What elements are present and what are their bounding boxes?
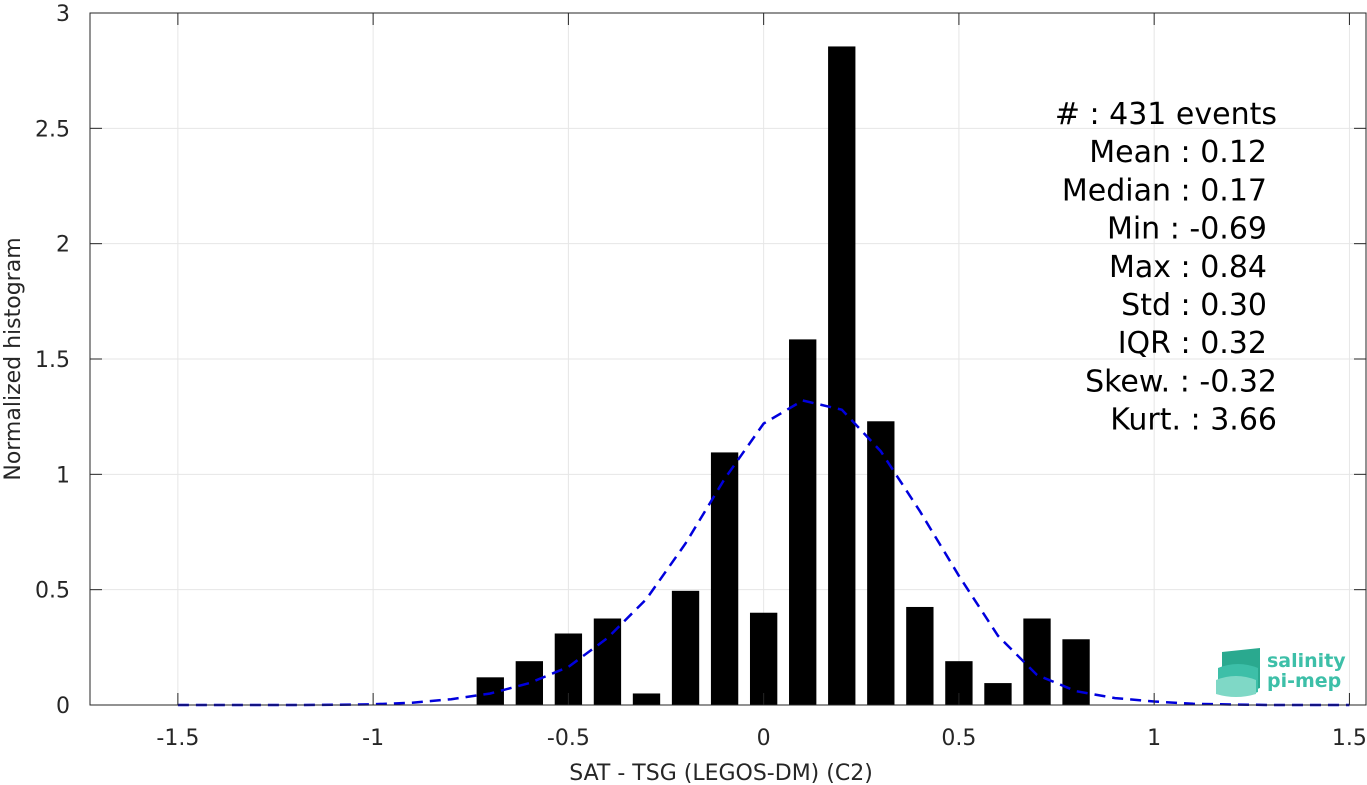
histogram-bar <box>906 606 934 705</box>
histogram-bars <box>476 46 1090 706</box>
x-tick-label: 1 <box>1147 726 1161 751</box>
stats-line: Kurt. : 3.66 <box>1110 403 1277 438</box>
histogram-bar <box>1062 639 1090 705</box>
y-tick-label: 2.5 <box>35 117 70 142</box>
histogram-bar <box>476 677 504 705</box>
y-axis-label: Normalized histogram <box>1 237 26 480</box>
y-tick-label: 1 <box>56 463 70 488</box>
y-tick-label: 1.5 <box>35 348 70 373</box>
logo-waves-icon <box>1216 648 1260 697</box>
stats-line: Skew. : -0.32 <box>1085 364 1277 399</box>
x-axis-label: SAT - TSG (LEGOS-DM) (C2) <box>569 761 873 785</box>
histogram-bar <box>710 452 739 705</box>
histogram-bar <box>671 590 700 705</box>
x-tick-label: -1.5 <box>156 726 199 751</box>
stats-line: Min : -0.69 <box>1107 212 1267 247</box>
logo-line2: pi-mep <box>1267 670 1341 692</box>
histogram-bar <box>867 421 895 705</box>
histogram-bar <box>789 339 817 705</box>
y-tick-labels: 0 0.5 1 1.5 2 2.5 3 <box>35 2 70 719</box>
histogram-bar <box>828 46 856 706</box>
x-tick-label: -0.5 <box>547 726 590 751</box>
y-tick-label: 0 <box>56 694 70 719</box>
histogram-bar <box>984 683 1012 705</box>
x-tick-label: 1.5 <box>1332 726 1367 751</box>
axes <box>89 12 1367 706</box>
histogram-bar <box>593 618 622 705</box>
stats-line: Median : 0.17 <box>1062 173 1267 208</box>
x-tick-label: 0 <box>757 726 771 751</box>
stats-line: IQR : 0.32 <box>1118 326 1267 361</box>
stats-line: # : 431 events <box>1055 97 1277 132</box>
x-tick-labels: -1.5 -1 -0.5 0 0.5 1 1.5 <box>156 726 1367 751</box>
histogram-bar <box>632 693 661 705</box>
stats-line: Std : 0.30 <box>1121 288 1267 323</box>
y-tick-label: 3 <box>56 2 70 27</box>
y-tick-label: 2 <box>56 233 70 258</box>
logo-line1: salinity <box>1267 650 1346 672</box>
x-tick-label: 0.5 <box>941 726 976 751</box>
histogram-bar <box>749 612 778 705</box>
y-tick-label: 0.5 <box>35 579 70 604</box>
stats-line: Max : 0.84 <box>1109 250 1267 285</box>
histogram-bar <box>515 661 544 705</box>
x-tick-label: -1 <box>362 726 384 751</box>
salinity-pi-mep-logo: salinity pi-mep <box>1216 648 1346 697</box>
histogram-bar <box>1023 618 1051 705</box>
stats-line: Mean : 0.12 <box>1089 135 1267 170</box>
